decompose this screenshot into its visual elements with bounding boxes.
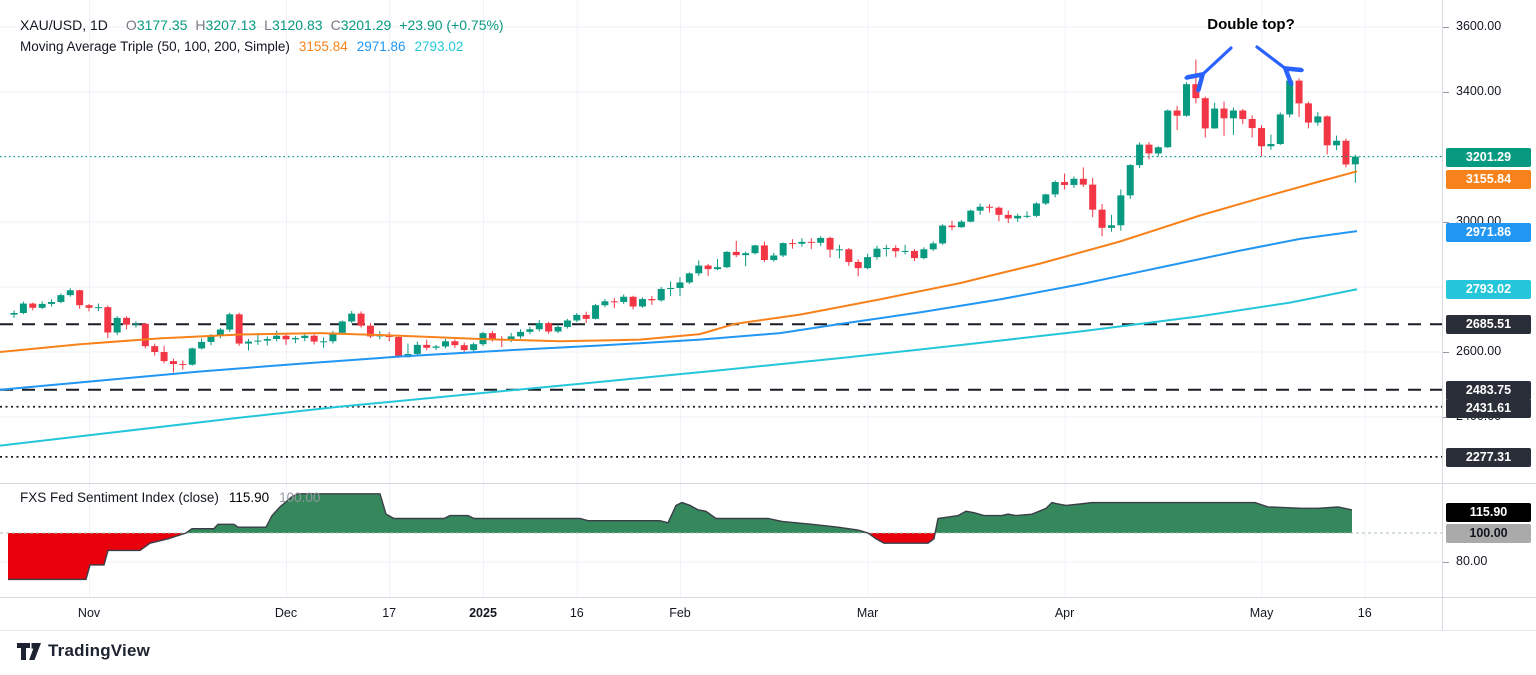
ohlc-low-label: L: [264, 17, 272, 33]
change-value: +23.90 (+0.75%): [399, 17, 504, 33]
panel-separator: [0, 483, 1536, 484]
price-axis-badge: 2685.51: [1446, 314, 1531, 334]
symbol-title: XAU/USD, 1D: [20, 17, 108, 33]
price-axis-label: 2600.00: [1456, 344, 1502, 358]
sentiment-area[interactable]: [0, 493, 1442, 581]
price-axis-badge: 115.90: [1446, 502, 1531, 522]
sentiment-legend: FXS Fed Sentiment Index (close) 115.90 100…: [20, 490, 320, 505]
tradingview-brand-text: TradingView: [48, 641, 151, 660]
price-axis-label: 3400.00: [1456, 84, 1502, 98]
ohlc-close-value: 3201.29: [340, 17, 392, 33]
footer: TradingView: [0, 631, 1536, 675]
price-axis-badge: 100.00: [1446, 523, 1531, 543]
sma-200-line[interactable]: [0, 288, 1358, 447]
price-chart[interactable]: [0, 0, 1442, 597]
price-axis-tick: [1442, 352, 1449, 353]
sentiment-value: 115.90: [228, 490, 270, 505]
price-axis-badge: 3201.29: [1446, 147, 1531, 167]
time-axis-label: Dec: [274, 606, 298, 620]
symbol-row: XAU/USD, 1D O3177.35 H3207.13 L3120.83 C3201…: [20, 14, 504, 36]
sma-50-line[interactable]: [0, 170, 1358, 353]
price-axis[interactable]: 3600.003400.003000.002600.002400.0080.00…: [1442, 0, 1536, 630]
time-axis-label: Apr: [1054, 606, 1075, 620]
ma-indicator-row: Moving Average Triple (50, 100, 200, Sim…: [20, 36, 504, 58]
time-axis-label: Mar: [856, 606, 879, 620]
time-axis[interactable]: Nov Dec 17 2025 16 Feb Mar Apr May 16: [0, 598, 1442, 630]
sentiment-indicator-title: FXS Fed Sentiment Index (close): [20, 490, 219, 505]
candlestick-series[interactable]: [10, 59, 1359, 373]
time-axis-label: 17: [382, 606, 397, 620]
price-axis-tick: [1442, 27, 1449, 28]
main-legend: XAU/USD, 1D O3177.35 H3207.13 L3120.83 C3201…: [20, 14, 504, 58]
price-axis-badge: 2431.61: [1446, 398, 1531, 418]
widget-bottom-border: [0, 630, 1536, 631]
tradingview-attribution-link[interactable]: TradingView: [17, 641, 150, 661]
sentiment-base-value: 100.00: [279, 490, 321, 505]
price-axis-tick: [1442, 417, 1449, 418]
time-axis-label: 16: [569, 606, 584, 620]
ohlc-open-value: 3177.35: [136, 17, 188, 33]
ma50-value: 3155.84: [298, 39, 348, 54]
ma100-value: 2971.86: [356, 39, 406, 54]
price-axis-badge: 3155.84: [1446, 169, 1531, 189]
price-axis-label: 80.00: [1456, 554, 1488, 568]
ohlc-low-value: 3120.83: [271, 17, 323, 33]
ohlc-high-value: 3207.13: [205, 17, 257, 33]
annotation-arrows[interactable]: [1202, 45, 1286, 75]
price-axis-badge: 2483.75: [1446, 380, 1531, 400]
ohlc-high-label: H: [195, 17, 206, 33]
gridlines: [0, 0, 1442, 597]
time-axis-label: Feb: [669, 606, 691, 620]
ma-indicator-title: Moving Average Triple (50, 100, 200, Sim…: [20, 39, 290, 54]
ohlc-close-label: C: [330, 17, 341, 33]
price-axis-badge: 2793.02: [1446, 279, 1531, 299]
axis-separator: [1442, 0, 1443, 630]
time-axis-label: May: [1249, 606, 1274, 620]
support-resistance-lines[interactable]: [0, 323, 1442, 458]
price-axis-label: 3600.00: [1456, 19, 1502, 33]
price-axis-tick: [1442, 92, 1449, 93]
tradingview-logo-icon: [17, 642, 41, 660]
time-axis-separator: [0, 597, 1536, 598]
time-axis-label: 16: [1357, 606, 1372, 620]
double-top-annotation[interactable]: Double top?: [1207, 16, 1295, 33]
ma200-value: 2793.02: [414, 39, 464, 54]
price-axis-tick: [1442, 222, 1449, 223]
price-axis-badge: 2971.86: [1446, 222, 1531, 242]
price-axis-badge: 2277.31: [1446, 447, 1531, 467]
time-axis-label: 2025: [469, 606, 497, 620]
sma-100-line[interactable]: [0, 230, 1358, 391]
time-axis-label: Nov: [77, 606, 101, 620]
price-axis-tick: [1442, 562, 1449, 563]
ohlc-open-label: O: [125, 17, 137, 33]
